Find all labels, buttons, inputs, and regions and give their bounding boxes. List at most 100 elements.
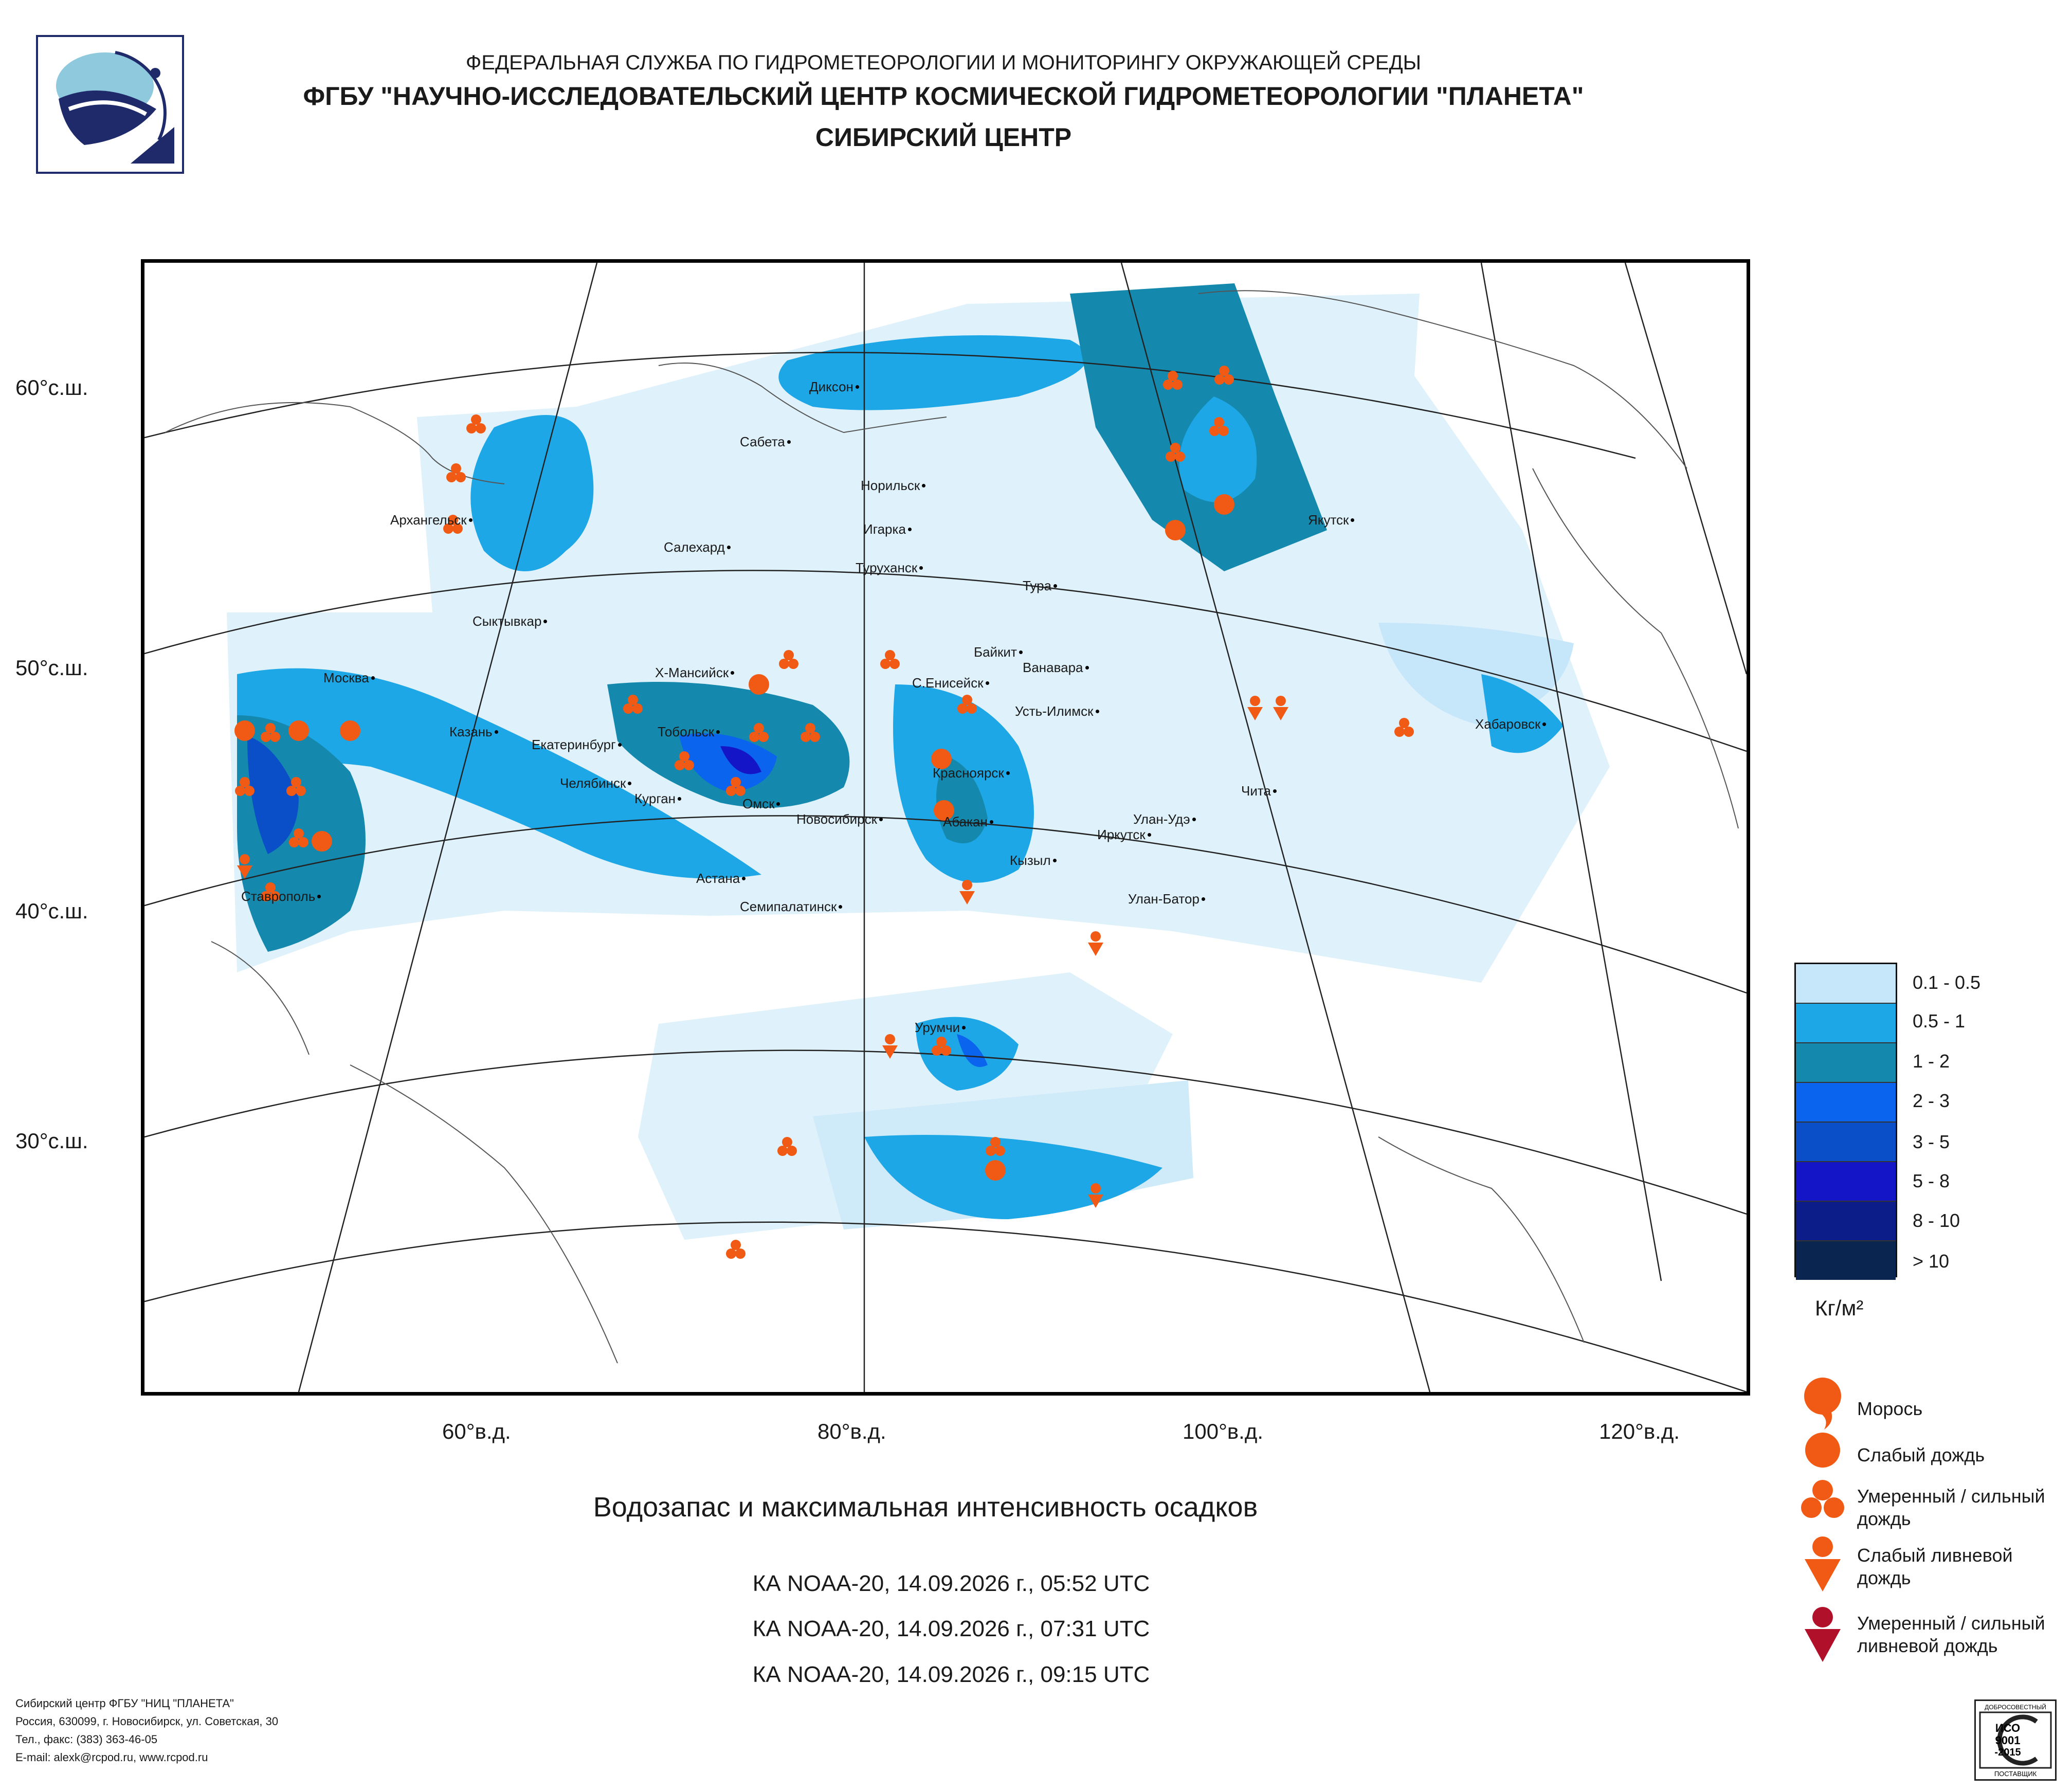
light-rain-symbol: [1214, 494, 1234, 515]
satellite-pass-3: КА NOAA-20, 14.09.2026 г., 09:15 UTC: [752, 1662, 1150, 1687]
swatch-2: [1796, 1043, 1896, 1083]
city-dot: [469, 518, 472, 522]
city-dot: [1006, 771, 1010, 775]
shower-symbol: [882, 1034, 898, 1059]
heavy-shower-icon: [1805, 1607, 1841, 1662]
city-label: Ванавара: [1023, 660, 1083, 675]
moderate-rain-symbol: [261, 882, 280, 901]
city-dot: [1053, 584, 1057, 588]
swatch-6: [1796, 1202, 1896, 1241]
city-label: Улан-Удэ: [1133, 811, 1190, 827]
city-label: Сабета: [740, 434, 785, 449]
moderate-rain-symbol: [957, 695, 977, 714]
swatch-0: [1796, 964, 1896, 1004]
city-dot: [495, 730, 498, 734]
swatch-5: [1796, 1162, 1896, 1202]
city-dot: [839, 905, 842, 909]
city-label: Москва: [323, 670, 369, 685]
footer-contacts: Сибирский центр ФГБУ "НИЦ "ПЛАНЕТА" Росс…: [15, 1694, 278, 1766]
city-dot: [787, 440, 791, 444]
satellite-logo-icon: [56, 51, 174, 164]
light-shower-icon: [1805, 1536, 1841, 1591]
city-label: Норильск: [861, 478, 920, 493]
shower-symbol: [1088, 931, 1103, 956]
shower-symbol: [959, 880, 975, 904]
scale-label: 3 - 5: [1913, 1131, 1950, 1152]
legend-drizzle-label: Морось: [1857, 1398, 1923, 1419]
swatch-3: [1796, 1083, 1896, 1123]
city-dot: [1053, 859, 1057, 862]
city-dot: [1273, 789, 1277, 793]
iso-badge-icon: ДОБРОСОВЕСТНЫЙ ИСО 9001 -2015 ПОСТАВЩИК: [1979, 1703, 2052, 1778]
city-label: Игарка: [863, 521, 906, 537]
light-rain-symbol: [749, 674, 769, 695]
iso-text-2: 9001: [1995, 1734, 2021, 1747]
city-dot: [1202, 897, 1205, 901]
moderate-rain-symbol: [1163, 371, 1183, 390]
city-label: Челябинск: [560, 775, 626, 791]
light-rain-symbol: [340, 720, 360, 741]
city-label: Тобольск: [658, 724, 715, 739]
light-rain-symbol: [234, 720, 255, 741]
city-label: Семипалатинск: [740, 899, 837, 914]
shower-symbol: [237, 854, 252, 879]
header-line-2: ФГБУ "НАУЧНО-ИССЛЕДОВАТЕЛЬСКИЙ ЦЕНТР КОС…: [303, 82, 1584, 111]
moderate-rain-symbol: [932, 1037, 951, 1056]
city-label: Курган: [634, 791, 676, 806]
city-label: Туруханск: [856, 560, 918, 575]
city-label: Казань: [449, 724, 493, 739]
moderate-rain-symbol: [777, 1137, 797, 1156]
legend-moderate-rain-label: Умеренный / сильный дождь: [1857, 1486, 2045, 1529]
city-dot: [727, 546, 731, 549]
city-label: Усть-Илимск: [1015, 703, 1094, 719]
city-label: Красноярск: [933, 765, 1004, 781]
city-label: Ставрополь: [241, 889, 316, 904]
city-label: Салехард: [664, 539, 725, 555]
moderate-rain-symbol: [1209, 417, 1229, 436]
city-dot: [1542, 722, 1546, 726]
city-dot: [1148, 833, 1151, 837]
moderate-rain-symbol: [261, 723, 280, 742]
moderate-rain-symbol: [623, 695, 643, 714]
precipitation-map: Диксон Сабета Норильск Игарка Салехард Т…: [141, 259, 1750, 1396]
city-dot: [1192, 818, 1196, 821]
satellite-pass-1: КА NOAA-20, 14.09.2026 г., 05:52 UTC: [752, 1571, 1150, 1596]
scale-label: 5 - 8: [1913, 1170, 1950, 1191]
city-dot: [742, 877, 746, 880]
water-content-layer: [237, 283, 1574, 1219]
footer-email: E-mail: alexk@rcpod.ru, www.rcpod.ru: [15, 1751, 208, 1764]
moderate-rain-icon: [1801, 1480, 1844, 1518]
drizzle-icon: [1804, 1378, 1841, 1430]
city-dot: [1085, 666, 1089, 670]
coastlines: [165, 290, 1739, 1364]
moderate-rain-symbol: [466, 414, 486, 433]
scale-label: 1 - 2: [1913, 1051, 1950, 1072]
scale-label: 2 - 3: [1913, 1090, 1950, 1111]
city-dot: [1019, 650, 1023, 654]
footer-phone: Тел., факс: (383) 363-46-05: [15, 1733, 158, 1746]
lat-label-30: 30°с.ш.: [15, 1129, 88, 1153]
iso-text-1: ИСО: [1995, 1722, 2020, 1734]
city-label: Х-Мансийск: [655, 665, 729, 680]
lon-label-100: 100°в.д.: [1183, 1419, 1264, 1443]
precip-symbols: [234, 366, 1414, 1259]
city-dot: [317, 895, 321, 898]
city-dot: [628, 782, 631, 785]
city-label: Абакан: [943, 814, 988, 829]
shower-symbol: [1088, 1183, 1103, 1208]
symbol-legend-icons: [1801, 1378, 1844, 1662]
map-canvas: [144, 263, 1747, 1392]
header-line-3: СИБИРСКИЙ ЦЕНТР: [815, 123, 1072, 152]
legend-heavy-shower-label: Умеренный / сильный ливневой дождь: [1857, 1613, 2045, 1656]
moderate-rain-symbol: [443, 515, 463, 534]
planeta-logo: [36, 35, 184, 174]
lon-label-120: 120°в.д.: [1599, 1419, 1680, 1443]
swatch-1: [1796, 1004, 1896, 1043]
moderate-rain-symbol: [1394, 718, 1414, 737]
city-dot: [1351, 518, 1354, 522]
city-label: Сыктывкар: [472, 613, 542, 629]
city-label: С.Енисейск: [912, 675, 984, 691]
city-label: Кызыл: [1010, 853, 1051, 868]
city-dot: [986, 681, 989, 685]
iso-certification-badge: ДОБРОСОВЕСТНЫЙ ИСО 9001 -2015 ПОСТАВЩИК: [1974, 1699, 2057, 1781]
